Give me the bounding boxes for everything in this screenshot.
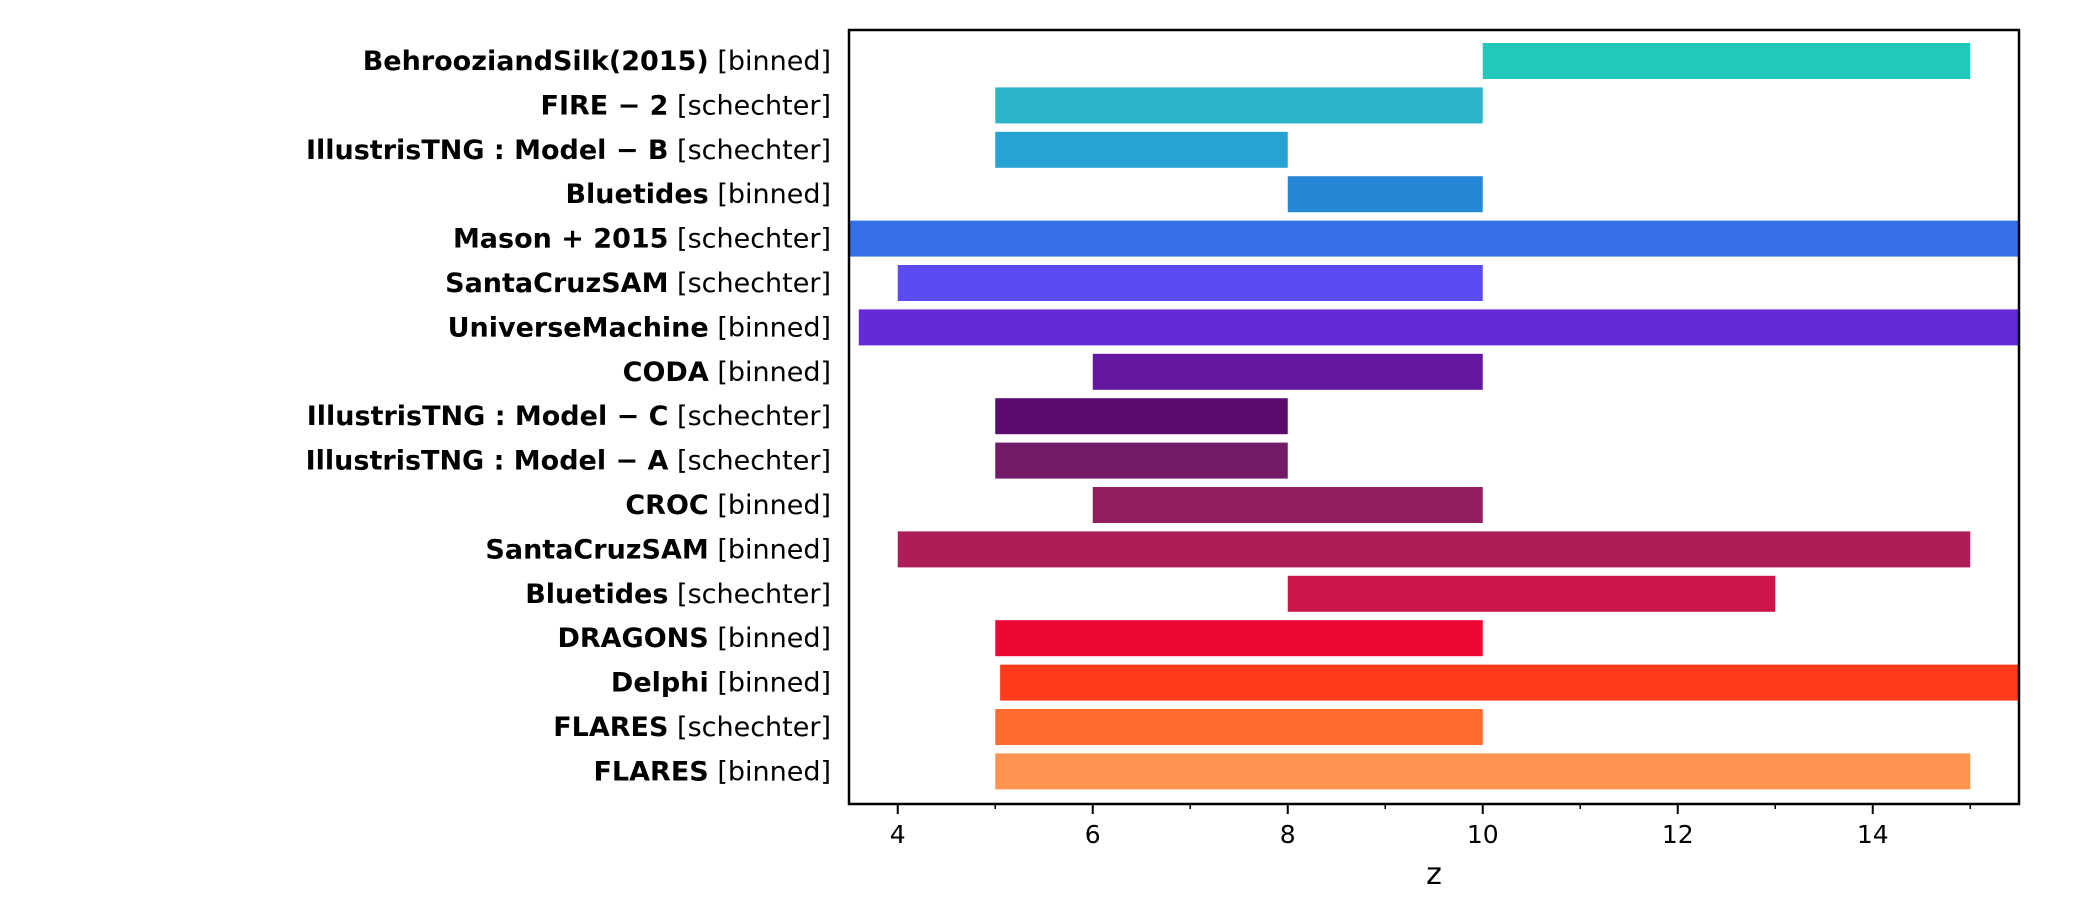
x-axis-ticks: 4 6 8 10 12 14 bbox=[890, 804, 1971, 849]
category-label-3: Bluetides [binned] bbox=[565, 179, 831, 210]
bar-0 bbox=[1482, 43, 1971, 79]
x-tick-label-3: 10 bbox=[1467, 820, 1499, 849]
x-tick-label-4: 12 bbox=[1662, 820, 1694, 849]
category-name: DRAGONS bbox=[557, 623, 708, 654]
category-method: [binned] bbox=[717, 490, 831, 521]
category-label-2: IllustrisTNG : Model − B [schechter] bbox=[306, 135, 831, 166]
category-method: [schechter] bbox=[677, 579, 831, 610]
category-name: CROC bbox=[625, 490, 708, 521]
category-name: CODA bbox=[623, 357, 709, 388]
category-method: [binned] bbox=[717, 312, 831, 343]
category-name: IllustrisTNG : Model − C bbox=[307, 401, 669, 432]
category-name: Mason + 2015 bbox=[453, 224, 669, 255]
category-method: [schechter] bbox=[677, 446, 831, 477]
category-name: UniverseMachine bbox=[448, 312, 709, 343]
category-name: IllustrisTNG : Model − B bbox=[306, 135, 668, 166]
category-label-0: BehrooziandSilk(2015) [binned] bbox=[363, 46, 831, 77]
category-label-6: UniverseMachine [binned] bbox=[448, 312, 831, 343]
category-name: FLARES bbox=[553, 712, 668, 743]
category-label-11: SantaCruzSAM [binned] bbox=[485, 534, 831, 565]
bar-7 bbox=[1092, 353, 1483, 390]
category-label-16: FLARES [binned] bbox=[593, 756, 831, 787]
bar-6 bbox=[858, 309, 2019, 346]
category-name: FIRE − 2 bbox=[541, 90, 669, 121]
bar-10 bbox=[1092, 487, 1483, 523]
bar-2 bbox=[995, 131, 1288, 168]
bar-9 bbox=[995, 442, 1288, 479]
plot-frame bbox=[847, 28, 2021, 806]
bar-8 bbox=[995, 398, 1288, 435]
category-method: [binned] bbox=[717, 179, 831, 210]
category-method: [binned] bbox=[717, 46, 831, 77]
bar-11 bbox=[897, 531, 1971, 568]
bar-4 bbox=[849, 220, 2019, 257]
category-label-7: CODA [binned] bbox=[623, 357, 831, 388]
category-name: SantaCruzSAM bbox=[445, 268, 668, 299]
category-label-4: Mason + 2015 [schechter] bbox=[453, 224, 831, 255]
bar-5 bbox=[897, 265, 1483, 301]
category-label-9: IllustrisTNG : Model − A [schechter] bbox=[306, 446, 831, 477]
category-method: [schechter] bbox=[677, 135, 831, 166]
bar-16 bbox=[995, 753, 1971, 790]
category-label-12: Bluetides [schechter] bbox=[525, 579, 831, 610]
category-label-15: FLARES [schechter] bbox=[553, 712, 831, 743]
category-method: [schechter] bbox=[677, 268, 831, 299]
category-label-10: CROC [binned] bbox=[625, 490, 831, 521]
category-method: [schechter] bbox=[677, 712, 831, 743]
category-method: [binned] bbox=[717, 357, 831, 388]
bar-14 bbox=[1000, 664, 2019, 701]
category-method: [binned] bbox=[717, 756, 831, 787]
category-name: Delphi bbox=[611, 668, 709, 699]
bar-15 bbox=[995, 709, 1483, 745]
category-name: Bluetides bbox=[525, 579, 668, 610]
category-name: BehrooziandSilk(2015) bbox=[363, 46, 709, 77]
category-method: [binned] bbox=[717, 623, 831, 654]
bar-3 bbox=[1287, 176, 1483, 213]
category-name: FLARES bbox=[593, 756, 708, 787]
category-label-13: DRAGONS [binned] bbox=[557, 623, 831, 654]
category-label-5: SantaCruzSAM [schechter] bbox=[445, 268, 831, 299]
category-method: [binned] bbox=[717, 668, 831, 699]
category-name: Bluetides bbox=[565, 179, 708, 210]
category-label-8: IllustrisTNG : Model − C [schechter] bbox=[307, 401, 831, 432]
category-name: IllustrisTNG : Model − A bbox=[306, 446, 669, 477]
category-label-1: FIRE − 2 [schechter] bbox=[541, 90, 832, 121]
x-tick-label-5: 14 bbox=[1857, 820, 1889, 849]
bar-1 bbox=[995, 87, 1483, 124]
x-tick-label-0: 4 bbox=[890, 820, 906, 849]
category-labels: BehrooziandSilk(2015) [binned] FIRE − 2 [… bbox=[306, 46, 831, 787]
bar-13 bbox=[995, 620, 1483, 657]
bars-layer bbox=[849, 43, 2019, 790]
category-method: [schechter] bbox=[677, 401, 831, 432]
x-tick-label-1: 6 bbox=[1085, 820, 1101, 849]
x-axis-label: z bbox=[1426, 857, 1442, 892]
category-label-14: Delphi [binned] bbox=[611, 668, 831, 699]
category-name: SantaCruzSAM bbox=[485, 534, 708, 565]
bar-12 bbox=[1287, 575, 1776, 612]
category-method: [binned] bbox=[717, 534, 831, 565]
category-method: [schechter] bbox=[677, 90, 831, 121]
x-tick-label-2: 8 bbox=[1280, 820, 1296, 849]
category-method: [schechter] bbox=[677, 224, 831, 255]
